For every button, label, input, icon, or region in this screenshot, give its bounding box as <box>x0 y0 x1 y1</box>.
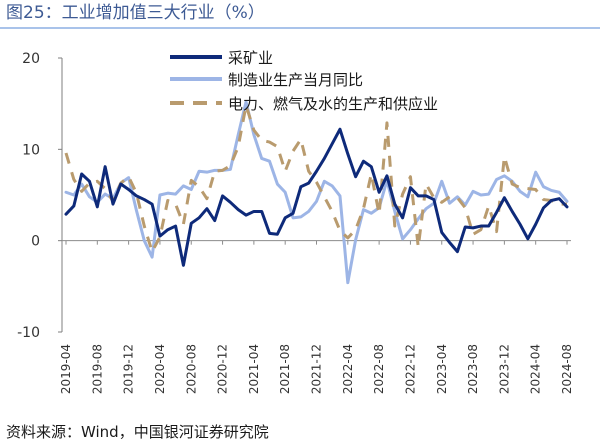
x-tick-label: 2022-08 <box>372 344 386 394</box>
x-tick-label: 2023-12 <box>497 344 511 394</box>
series-layer <box>64 100 569 285</box>
source-text: 资料来源：Wind，中国银河证券研究院 <box>6 423 269 441</box>
x-tick-label: 2019-04 <box>59 344 73 394</box>
x-tick-label: 2023-04 <box>435 344 449 394</box>
figure-title: 图25：工业增加值三大行业（%） <box>6 3 265 23</box>
x-tick-label: 2021-12 <box>310 344 324 394</box>
x-tick-label: 2021-04 <box>247 344 261 394</box>
y-tick-label: 10 <box>22 142 40 158</box>
x-tick-label: 2019-08 <box>90 344 104 394</box>
legend-label-3: 电力、燃气及水的生产和供应业 <box>228 95 438 113</box>
x-tick-label: 2023-08 <box>466 344 480 394</box>
series-line-3 <box>64 103 567 254</box>
x-tick-label: 2019-12 <box>122 344 136 394</box>
line-chart: -10 0 10 20 2019-04 2019-08 2019-12 2020-04 2020… <box>17 49 574 394</box>
x-tick-label: 2022-12 <box>403 344 417 394</box>
source-note: 资料来源：Wind，中国银河证券研究院 <box>6 422 269 442</box>
chart-area: -10 0 10 20 2019-04 2019-08 2019-12 2020-04 2020… <box>0 30 600 416</box>
axes: -10 0 10 20 2019-04 2019-08 2019-12 2020-04 2020… <box>17 51 574 394</box>
series-line-2 <box>64 100 569 285</box>
legend-label-2: 制造业生产当月同比 <box>228 71 363 89</box>
legend-label-1: 采矿业 <box>228 49 273 67</box>
y-tick-label: 0 <box>31 234 40 250</box>
x-tick-label: 2020-12 <box>216 344 230 394</box>
x-tick-label: 2022-04 <box>341 344 355 394</box>
x-tick-label: 2024-04 <box>529 344 543 394</box>
y-tick-label: -10 <box>17 325 40 341</box>
x-tick-label: 2021-08 <box>278 344 292 394</box>
x-tick-label: 2020-08 <box>184 344 198 394</box>
x-tick-label: 2020-04 <box>153 344 167 394</box>
y-tick-label: 20 <box>22 51 40 67</box>
title-rule <box>0 27 600 29</box>
x-tick-label: 2024-08 <box>560 344 574 394</box>
series-line-1 <box>64 127 569 267</box>
